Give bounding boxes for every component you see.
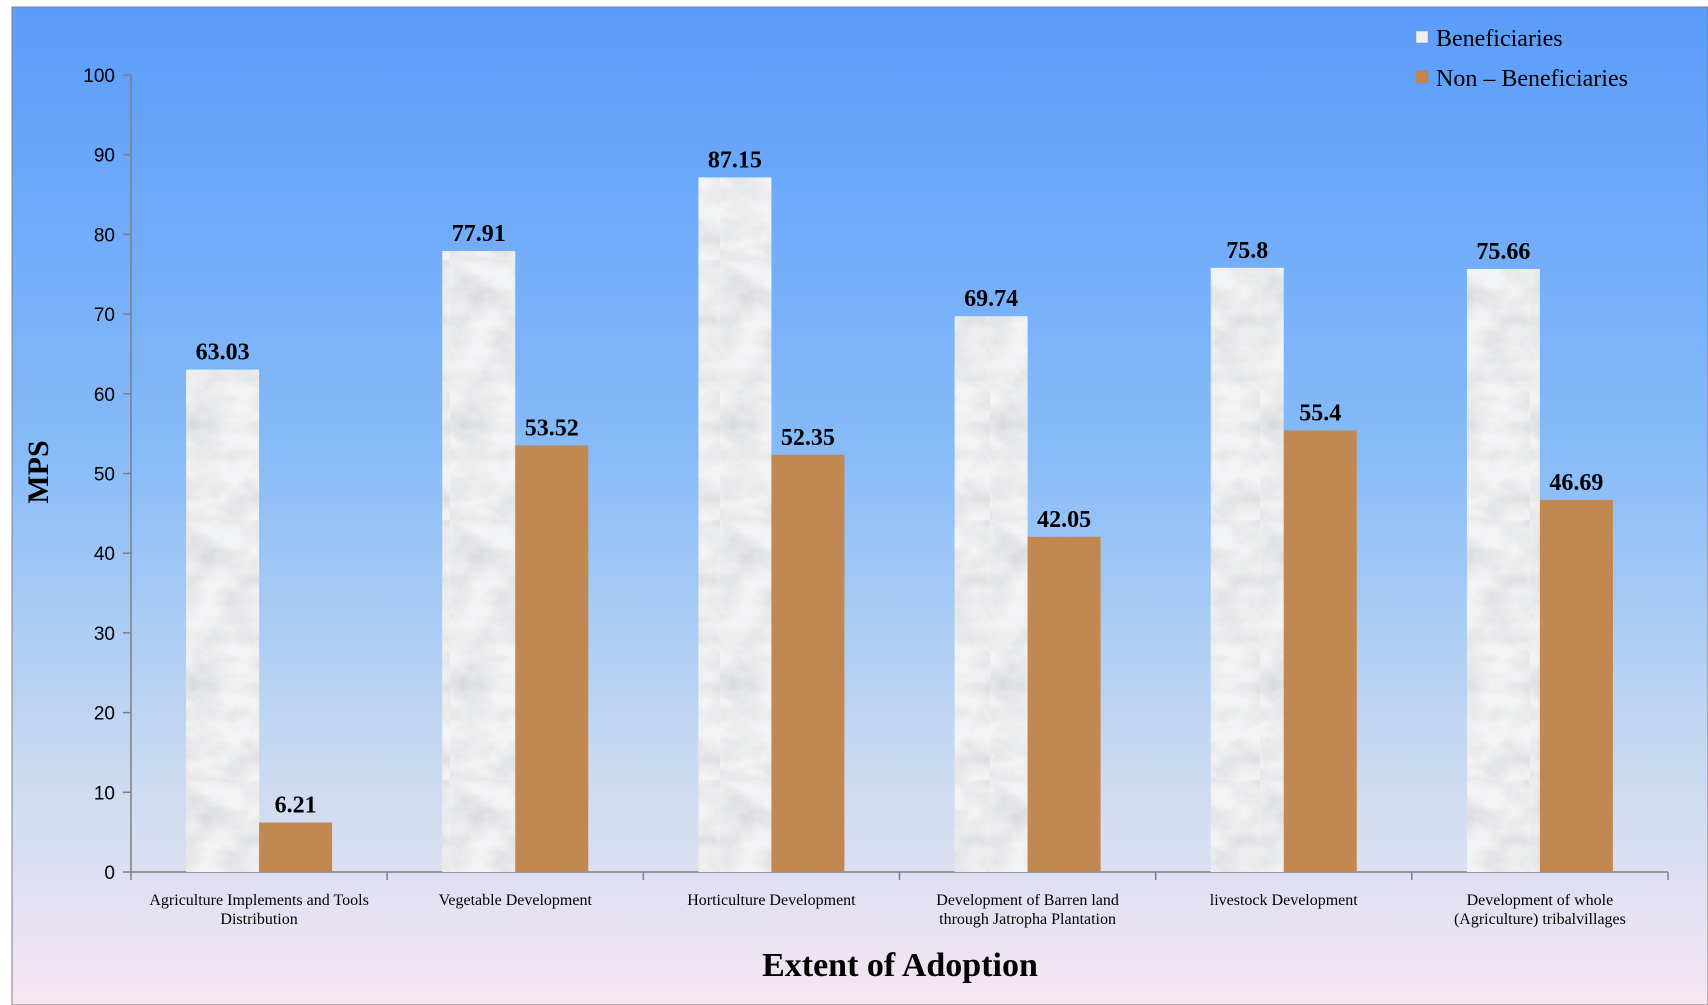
bar-non-beneficiaries [1539, 499, 1613, 872]
bar-beneficiaries [1210, 267, 1284, 872]
data-label-non-beneficiaries: 53.52 [525, 415, 579, 441]
data-label-non-beneficiaries: 42.05 [1037, 507, 1091, 533]
data-label-non-beneficiaries: 46.69 [1549, 470, 1603, 496]
data-label-non-beneficiaries: 55.4 [1299, 400, 1341, 426]
bar-non-beneficiaries [1283, 430, 1357, 872]
bar-beneficiaries [1466, 268, 1540, 872]
bar-beneficiaries [698, 177, 772, 873]
y-tick-label: 80 [94, 225, 115, 246]
bar-beneficiaries [954, 316, 1028, 872]
y-tick-label: 100 [83, 66, 115, 87]
y-tick-label: 20 [94, 704, 115, 725]
y-tick-label: 90 [94, 146, 115, 167]
bar-non-beneficiaries [259, 822, 333, 872]
y-axis-title: MPS [22, 440, 55, 503]
y-tick-label: 10 [94, 783, 115, 804]
bar-beneficiaries [442, 251, 516, 872]
x-category-label: Development of whole (Agriculture) tribal… [1454, 892, 1626, 928]
data-label-beneficiaries: 75.66 [1476, 239, 1530, 265]
bars [186, 177, 1613, 873]
bar-beneficiaries [186, 369, 260, 872]
y-tick-label: 30 [94, 624, 115, 645]
legend-swatch-non-beneficiaries [1415, 70, 1429, 84]
legend-label-non-beneficiaries: Non – Beneficiaries [1436, 66, 1628, 92]
x-axis: Agriculture Implements and Tools Distribu… [130, 871, 1669, 928]
data-label-non-beneficiaries: 52.35 [781, 425, 835, 451]
data-label-beneficiaries: 87.15 [708, 147, 762, 173]
legend-label-beneficiaries: Beneficiaries [1436, 26, 1563, 52]
x-category-label: Agriculture Implements and Tools Distribu… [149, 892, 368, 928]
data-label-beneficiaries: 75.8 [1226, 238, 1268, 264]
data-label-beneficiaries: 77.91 [452, 221, 506, 247]
x-category-label: Horticulture Development [687, 892, 856, 909]
data-label-beneficiaries: 69.74 [964, 286, 1018, 312]
data-label-beneficiaries: 63.03 [196, 340, 250, 366]
x-category-label: Vegetable Development [439, 892, 593, 909]
y-tick-label: 50 [94, 465, 115, 486]
legend-swatch-beneficiaries [1415, 30, 1429, 44]
bar-non-beneficiaries [771, 454, 845, 872]
x-category-label: Development of Barren land through Jatrop… [936, 892, 1119, 928]
y-tick-label: 70 [94, 305, 115, 326]
bar-non-beneficiaries [515, 445, 589, 872]
y-axis: 0 10 20 30 40 50 60 70 80 90 100 [83, 66, 132, 884]
y-tick-label: 40 [94, 544, 115, 565]
legend: Beneficiaries Non – Beneficiaries [1415, 26, 1628, 92]
data-labels: 63.03 77.91 87.15 69.74 75.8 75.66 6.21 53.52 52… [196, 147, 1604, 818]
x-axis-title: Extent of Adoption [762, 947, 1038, 984]
y-tick-label: 0 [104, 863, 115, 884]
data-label-non-beneficiaries: 6.21 [275, 793, 317, 819]
y-tick-label: 60 [94, 385, 115, 406]
bar-non-beneficiaries [1027, 536, 1101, 872]
x-category-label: livestock Development [1210, 892, 1359, 909]
